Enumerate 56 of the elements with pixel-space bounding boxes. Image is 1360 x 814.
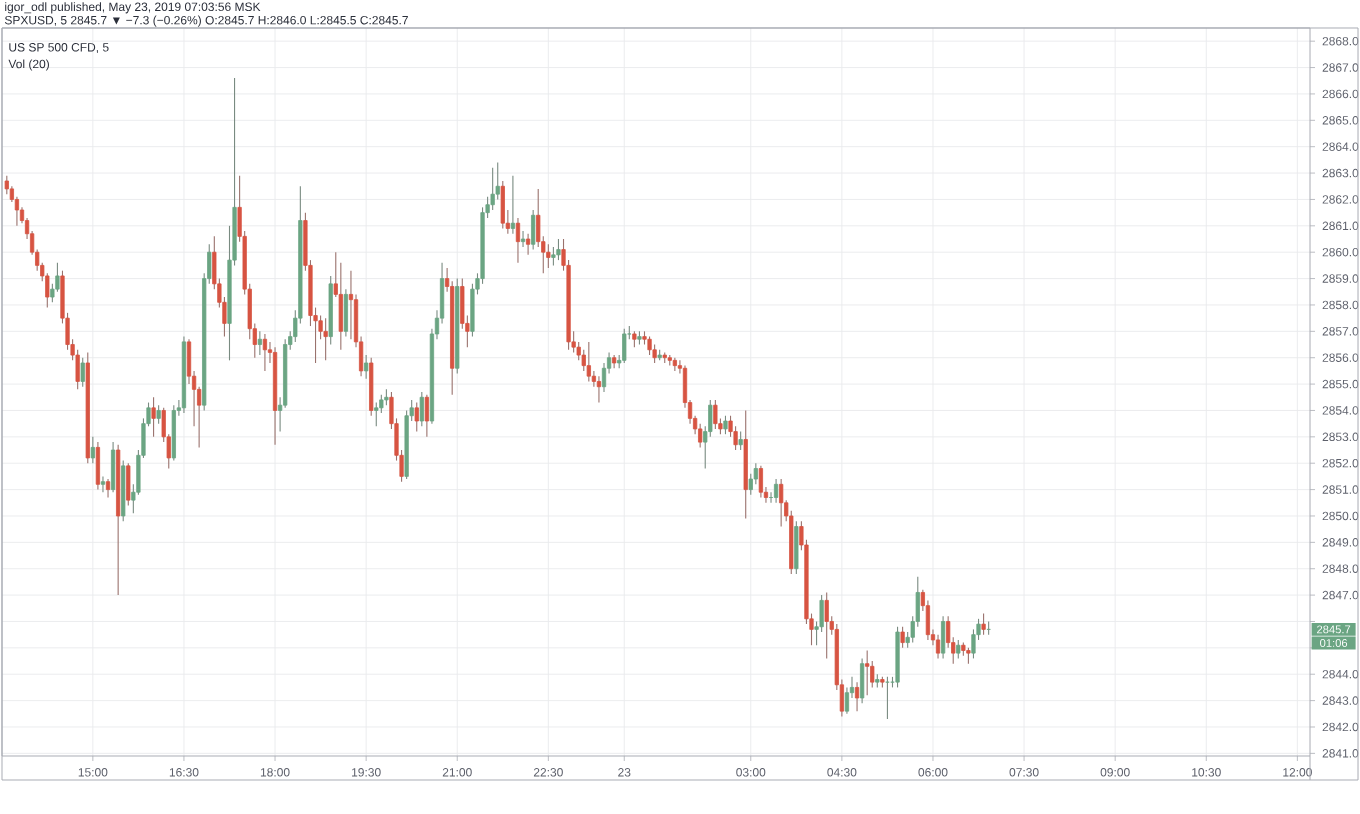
candlestick [622, 328, 627, 364]
candlestick [596, 375, 602, 404]
candlestick [935, 634, 941, 659]
candlestick [424, 394, 429, 438]
candlestick [556, 238, 561, 261]
candlestick [110, 441, 116, 493]
candlestick [854, 681, 860, 712]
candlestick [126, 462, 131, 506]
candlestick [652, 343, 657, 364]
candlestick [865, 649, 870, 696]
candlestick [794, 520, 799, 575]
candlestick [531, 209, 536, 251]
candlestick [100, 475, 106, 493]
candlestick [525, 233, 531, 256]
candlestick [151, 396, 156, 438]
candlestick [105, 478, 111, 499]
candlestick [80, 357, 85, 388]
candlestick [257, 330, 262, 356]
candlestick [885, 676, 890, 720]
candlestick [779, 478, 784, 528]
candlestick [156, 404, 161, 425]
candlestick [551, 246, 556, 266]
candlestick [500, 180, 505, 229]
candlestick [520, 230, 526, 248]
candlestick [4, 175, 9, 195]
candlestick [262, 333, 268, 372]
candlestick [824, 591, 829, 659]
candlestick [171, 404, 176, 462]
candlestick [515, 217, 521, 264]
candlestick [323, 317, 328, 361]
candlestick [586, 341, 591, 382]
candlestick [773, 478, 779, 504]
candlestick [510, 175, 516, 235]
candlestick [956, 639, 961, 659]
candlestick [860, 657, 865, 704]
candlestick [348, 270, 354, 340]
candlestick [90, 436, 95, 464]
candlestick [95, 441, 101, 491]
candlestick [364, 354, 369, 380]
candlestick [414, 402, 419, 433]
candlestick [723, 415, 728, 435]
candlestick [672, 357, 677, 372]
candlestick [758, 465, 764, 499]
candlestick [738, 431, 743, 451]
candlestick [940, 615, 946, 659]
candlestick [713, 399, 718, 430]
candlestick [490, 167, 495, 211]
candlestick [369, 357, 374, 417]
candlestick [419, 391, 424, 427]
candlestick [698, 423, 703, 448]
candlestick [900, 626, 905, 649]
candlestick [647, 336, 652, 356]
candlestick [374, 402, 379, 427]
candlestick [343, 288, 349, 338]
candlestick [546, 243, 551, 269]
candlestick [981, 613, 986, 636]
